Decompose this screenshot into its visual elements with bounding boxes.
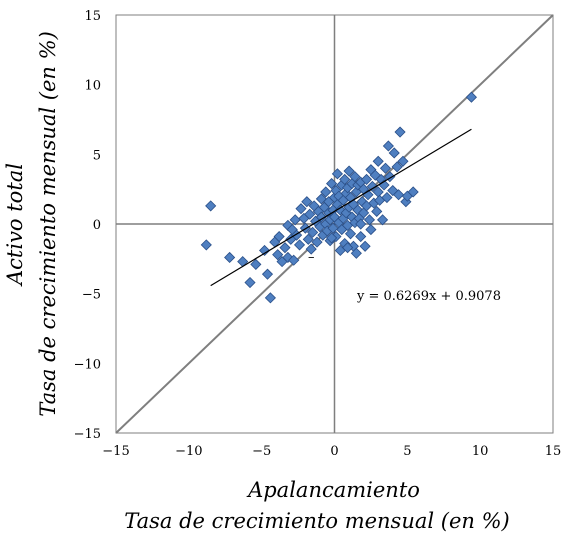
minus-annotation: – [308, 250, 315, 265]
data-point [371, 205, 383, 218]
data-point [326, 232, 338, 244]
data-point [379, 162, 392, 174]
data-point [272, 249, 284, 261]
y-axis-title: Activo total [3, 163, 27, 287]
data-point [407, 186, 419, 198]
data-point [200, 239, 212, 251]
data-point [289, 214, 301, 226]
data-point [382, 140, 394, 152]
data-point [237, 256, 249, 268]
data-point [273, 230, 285, 243]
x-axis-title: Apalancamiento [246, 478, 420, 502]
x-tick-label: 10 [472, 444, 489, 459]
labels-layer: y = 0.6269x + 0.9078 – Apalancamiento Ta… [3, 31, 510, 533]
data-point [365, 224, 377, 236]
data-point [359, 240, 371, 252]
data-point [315, 211, 327, 223]
x-tick-label: 15 [545, 444, 562, 459]
data-point [394, 126, 406, 138]
data-point [244, 276, 256, 289]
data-point [342, 242, 354, 254]
data-point [465, 91, 477, 103]
trendline [210, 128, 472, 287]
axes-layer: −15 −10 −5 0 5 10 15 15 10 5 0 −5 −10 −15 [74, 9, 562, 459]
y-tick-label: 5 [93, 148, 101, 163]
y-tick-label: 10 [84, 79, 101, 94]
y-tick-label: −10 [74, 357, 101, 372]
y-axis-subtitle: Tasa de crecimiento mensual (en %) [36, 31, 60, 417]
y-tick-label: −15 [74, 427, 101, 442]
data-point [363, 214, 376, 226]
data-point [264, 292, 276, 304]
data-point [259, 244, 271, 257]
data-point [205, 200, 217, 212]
data-point [360, 173, 373, 185]
data-point [288, 254, 300, 266]
data-point [381, 191, 393, 204]
data-point [350, 247, 362, 259]
marks-layer [200, 91, 477, 304]
data-point [279, 242, 291, 254]
data-point [355, 218, 367, 230]
x-tick-label: −5 [252, 444, 271, 459]
data-point [327, 222, 339, 234]
data-point [311, 236, 323, 248]
data-point [355, 230, 367, 243]
trendline-equation: y = 0.6269x + 0.9078 [356, 289, 501, 304]
data-point [366, 180, 378, 192]
data-point [339, 173, 351, 185]
data-point [372, 155, 384, 167]
data-point [293, 239, 306, 251]
data-point [344, 228, 357, 240]
data-point [307, 226, 319, 238]
data-point [305, 243, 317, 255]
x-tick-label: 0 [330, 444, 338, 459]
data-point [343, 165, 355, 177]
data-point [349, 171, 361, 183]
reference-line [115, 14, 554, 434]
data-point [302, 233, 314, 245]
data-point [326, 178, 338, 190]
data-point [388, 147, 400, 159]
x-tick-label: −10 [175, 444, 202, 459]
data-point [250, 258, 262, 270]
data-point [261, 268, 274, 280]
data-point [377, 214, 389, 226]
data-point [301, 196, 313, 208]
x-tick-label: −15 [102, 444, 129, 459]
data-point [391, 161, 403, 173]
data-point [331, 168, 343, 180]
x-tick-label: 5 [403, 444, 411, 459]
data-point [304, 208, 316, 220]
data-point [320, 186, 332, 198]
x-axis-subtitle: Tasa de crecimiento mensual (en %) [124, 509, 510, 533]
data-point [397, 155, 409, 167]
data-point [224, 251, 236, 264]
data-point [393, 189, 405, 201]
y-tick-label: −5 [82, 288, 101, 303]
y-tick-label: 15 [84, 9, 101, 24]
y-tick-label: 0 [93, 218, 101, 233]
data-point [295, 203, 307, 215]
